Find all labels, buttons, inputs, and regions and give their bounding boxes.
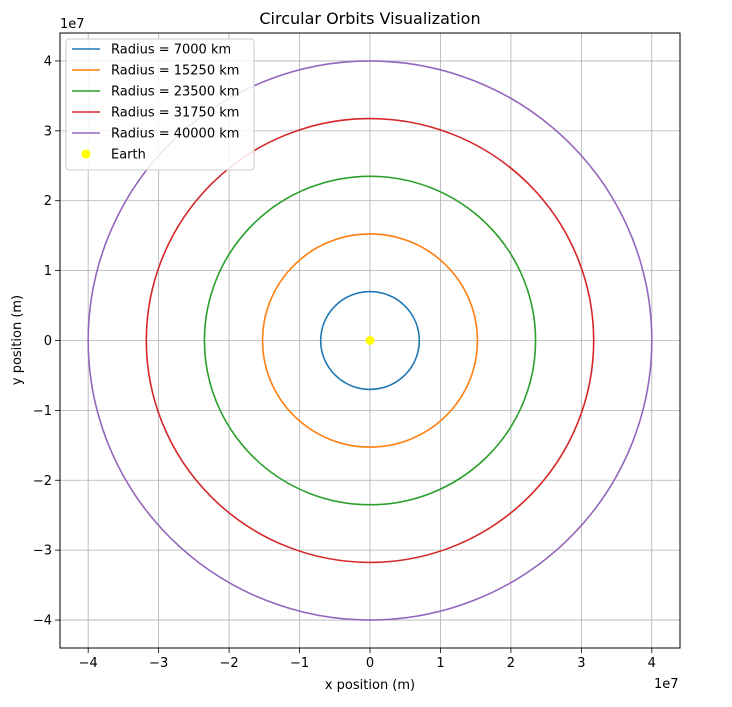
orbit-line bbox=[87, 60, 653, 621]
x-tick-label: 3 bbox=[577, 656, 585, 671]
y-tick-label: 4 bbox=[44, 54, 52, 69]
y-offset-label: 1e7 bbox=[60, 17, 85, 32]
x-tick-label: −4 bbox=[79, 656, 98, 671]
x-offset-label: 1e7 bbox=[654, 677, 679, 692]
x-tick-label: 4 bbox=[648, 656, 656, 671]
y-tick-label: −3 bbox=[33, 544, 52, 559]
legend-label: Radius = 7000 km bbox=[111, 43, 231, 58]
chart-title: Circular Orbits Visualization bbox=[259, 9, 480, 28]
earth-point bbox=[365, 336, 375, 345]
orbit-line bbox=[203, 175, 537, 506]
y-tick-label: 1 bbox=[44, 264, 52, 279]
x-tick-label: 1 bbox=[436, 656, 444, 671]
legend-label: Radius = 23500 km bbox=[111, 85, 239, 100]
y-axis-title: y position (m) bbox=[10, 295, 25, 385]
legend-label: Radius = 40000 km bbox=[111, 127, 239, 142]
legend: Radius = 7000 km Radius = 15250 km Radius … bbox=[65, 38, 255, 171]
legend-box bbox=[65, 38, 255, 171]
x-tick-label: −3 bbox=[149, 656, 168, 671]
y-tick-label: 3 bbox=[44, 124, 52, 139]
orbit-line bbox=[319, 290, 421, 391]
series-layer bbox=[87, 60, 653, 621]
legend-label: Earth bbox=[111, 148, 146, 163]
legend-marker bbox=[81, 149, 91, 159]
y-tick-label: −2 bbox=[33, 474, 52, 489]
legend-label: Radius = 31750 km bbox=[111, 106, 239, 121]
y-tick-label: 2 bbox=[44, 194, 52, 209]
x-tick-label: 0 bbox=[366, 656, 374, 671]
legend-label: Radius = 15250 km bbox=[111, 64, 239, 79]
orbit-line bbox=[261, 233, 479, 448]
x-tick-label: −2 bbox=[220, 656, 239, 671]
y-tick-label: −4 bbox=[33, 614, 52, 629]
y-tick-label: −1 bbox=[33, 404, 52, 419]
points-layer bbox=[365, 336, 375, 345]
orbit-line bbox=[145, 117, 595, 564]
x-tick-label: −1 bbox=[290, 656, 309, 671]
x-axis-ticks: −4 −3 −2 −1 0 1 2 3 4 bbox=[79, 648, 656, 671]
y-tick-label: 0 bbox=[44, 334, 52, 349]
y-axis-ticks: −4 −3 −2 −1 0 1 2 3 4 bbox=[33, 54, 60, 629]
x-tick-label: 2 bbox=[507, 656, 515, 671]
x-axis-title: x position (m) bbox=[325, 678, 415, 693]
